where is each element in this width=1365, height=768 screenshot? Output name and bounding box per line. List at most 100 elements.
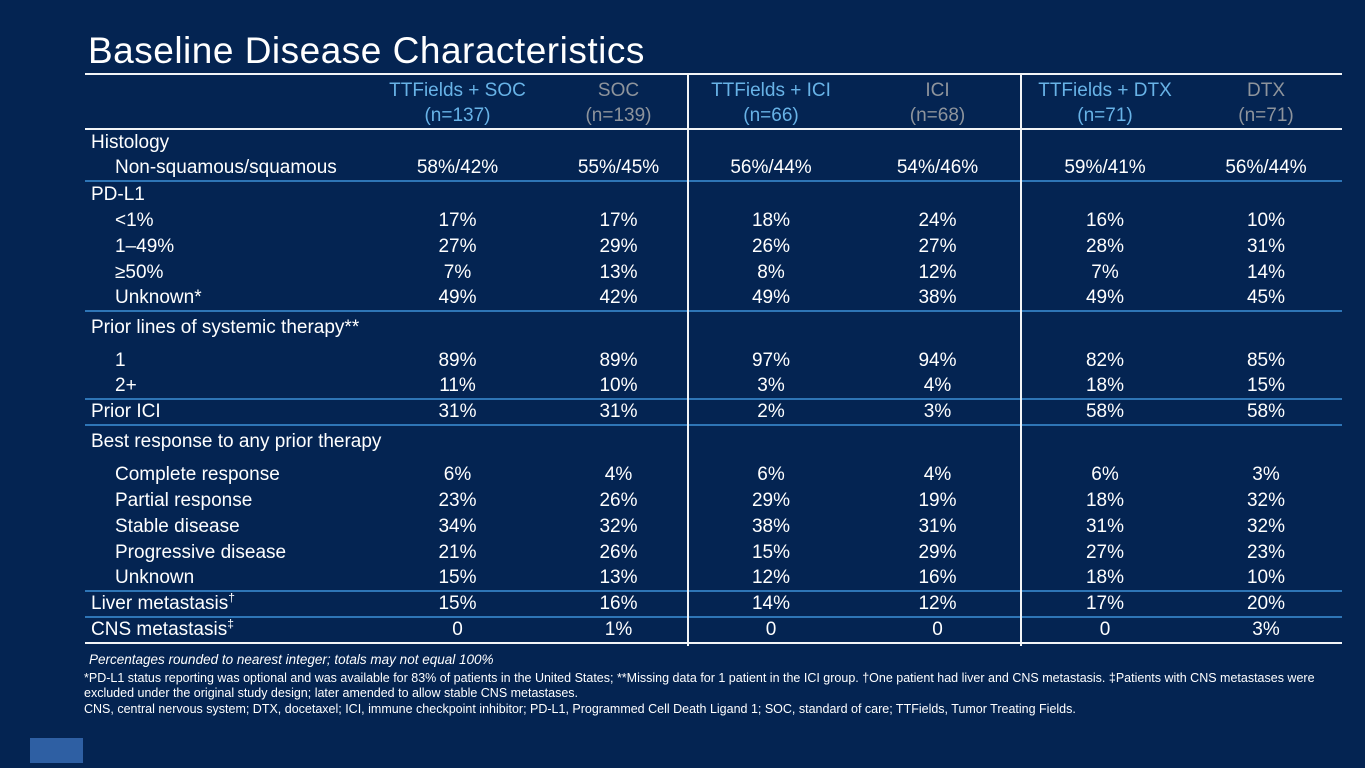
- column-header-4: TTFields + DTX (n=71): [1020, 75, 1190, 128]
- table-cell-value: 1%: [604, 619, 633, 640]
- table-cell-value: 7%: [1091, 262, 1119, 283]
- table-cell-value: 49%: [1085, 287, 1125, 308]
- row-label: 1–49%: [115, 236, 175, 257]
- column-header-label: DTX: [1247, 80, 1285, 101]
- table-cell-value: 16%: [1085, 210, 1125, 231]
- table-cell-value: 23%: [1246, 542, 1286, 563]
- table-cell-value: 26%: [599, 542, 638, 563]
- row-label: Prior lines of systemic therapy**: [91, 317, 360, 338]
- table-cell-value: 15%: [438, 593, 477, 614]
- table-cell-value: 10%: [1246, 210, 1286, 231]
- table-row: CNS metastasis‡ 0 1% 0 0 0 3%: [85, 618, 1342, 644]
- row-label: PD-L1: [91, 184, 145, 205]
- table-cell-value: 11%: [439, 375, 476, 396]
- table-cell-value: 19%: [918, 490, 957, 511]
- row-label: Liver metastasis†: [91, 590, 235, 614]
- table-cell-value: 23%: [438, 490, 477, 511]
- table-cell-value: 27%: [918, 236, 957, 257]
- page-title: Baseline Disease Characteristics: [88, 30, 645, 71]
- table-cell-value: 18%: [1085, 375, 1125, 396]
- column-header-1: SOC (n=139): [550, 75, 687, 128]
- table-row: Unknown* 49% 42% 49% 38% 49% 45%: [85, 286, 1342, 312]
- table-cell-value: 0: [452, 619, 463, 640]
- row-label: Prior ICI: [91, 401, 161, 422]
- table-cell-value: 55%/45%: [577, 157, 660, 178]
- table-row: 2+ 11% 10% 3% 4% 18% 15%: [85, 374, 1342, 400]
- table-cell-value: 31%: [918, 516, 957, 537]
- table-cell-value: 56%/44%: [1225, 157, 1307, 178]
- column-header-label: SOC: [597, 80, 640, 101]
- table-cell-value: 0: [765, 619, 777, 640]
- row-label-superscript: ‡: [227, 616, 234, 631]
- table-cell-value: 29%: [599, 236, 638, 257]
- table-cell-value: 10%: [1246, 567, 1286, 588]
- row-label: Unknown*: [115, 287, 202, 308]
- table-row: Prior ICI 31% 31% 2% 3% 58% 58%: [85, 400, 1342, 426]
- table-cell-value: 49%: [438, 287, 477, 308]
- table-cell-value: 3%: [757, 375, 785, 396]
- table-cell-value: 97%: [751, 350, 791, 371]
- table-row: Prior lines of systemic therapy**: [85, 312, 1342, 344]
- row-label: CNS metastasis‡: [91, 616, 234, 640]
- table-row: Non-squamous/squamous 58%/42% 55%/45% 56%/4…: [85, 156, 1342, 182]
- footnote-abbreviations: CNS, central nervous system; DTX, doceta…: [84, 701, 1076, 716]
- row-label: Complete response: [115, 464, 280, 485]
- column-header-5: DTX (n=71): [1190, 75, 1342, 128]
- table-cell-value: 32%: [1246, 490, 1286, 511]
- row-label: Partial response: [115, 490, 253, 511]
- table-cell-value: 0: [932, 619, 943, 640]
- table-row: <1% 17% 17% 18% 24% 16% 10%: [85, 208, 1342, 234]
- table-cell-value: 15%: [751, 542, 791, 563]
- table-cell-value: 18%: [1085, 567, 1125, 588]
- table-cell-value: 42%: [599, 287, 638, 308]
- table-cell-value: 4%: [923, 464, 952, 485]
- table-cell-value: 29%: [751, 490, 791, 511]
- table-header-row: TTFields + SOC (n=137) SOC (n=139) TTFields …: [85, 73, 1342, 130]
- table-cell-value: 7%: [443, 262, 472, 283]
- table-cell-value: 59%/41%: [1064, 157, 1146, 178]
- table-cell-value: 13%: [599, 567, 638, 588]
- table-cell-value: 31%: [599, 401, 638, 422]
- column-header-0: TTFields + SOC (n=137): [365, 75, 550, 128]
- table-cell-value: 0: [1099, 619, 1111, 640]
- table-cell-value: 17%: [599, 210, 638, 231]
- table-cell-value: 17%: [1085, 593, 1125, 614]
- table-cell-value: 2%: [757, 401, 785, 422]
- table-cell-value: 3%: [923, 401, 952, 422]
- table-row: Unknown 15% 13% 12% 16% 18% 10%: [85, 566, 1342, 592]
- table-row: Histology: [85, 130, 1342, 156]
- table-row: PD-L1: [85, 182, 1342, 208]
- column-header-label: TTFields + DTX: [1038, 80, 1172, 101]
- table-row: Best response to any prior therapy: [85, 426, 1342, 458]
- table-row: 1–49% 27% 29% 26% 27% 28% 31%: [85, 234, 1342, 260]
- footnote-symbols-line1: *PD-L1 status reporting was optional and…: [84, 671, 1315, 685]
- table-row: Progressive disease 21% 26% 15% 29% 27% 23%: [85, 540, 1342, 566]
- table-row: Liver metastasis† 15% 16% 14% 12% 17% 20%: [85, 592, 1342, 618]
- row-label: Stable disease: [115, 516, 240, 537]
- table-cell-value: 32%: [599, 516, 638, 537]
- column-header-n: (n=139): [585, 104, 652, 126]
- table-cell-value: 49%: [751, 287, 791, 308]
- footnote-rounding: Percentages rounded to nearest integer; …: [89, 652, 494, 667]
- header-spacer: [85, 75, 365, 79]
- table-cell-value: 26%: [751, 236, 791, 257]
- column-header-n: (n=71): [1238, 104, 1294, 126]
- table-cell-value: 10%: [599, 375, 638, 396]
- table-cell-value: 14%: [751, 593, 791, 614]
- table-cell-value: 58%: [1246, 401, 1286, 422]
- table-cell-value: 6%: [443, 464, 472, 485]
- column-group-divider-2: [1020, 73, 1022, 646]
- table-cell-value: 13%: [599, 262, 638, 283]
- row-label: Best response to any prior therapy: [91, 431, 382, 452]
- column-header-n: (n=66): [743, 104, 799, 126]
- row-label: Progressive disease: [115, 542, 287, 563]
- table-cell-value: 58%: [1085, 401, 1125, 422]
- table-cell-value: 16%: [599, 593, 638, 614]
- table-cell-value: 28%: [1085, 236, 1125, 257]
- table-cell-value: 3%: [1252, 619, 1280, 640]
- table-cell-value: 18%: [751, 210, 791, 231]
- table-cell-value: 31%: [1085, 516, 1125, 537]
- table-cell-value: 8%: [757, 262, 785, 283]
- column-header-label: TTFields + ICI: [711, 80, 831, 101]
- table-cell-value: 45%: [1246, 287, 1286, 308]
